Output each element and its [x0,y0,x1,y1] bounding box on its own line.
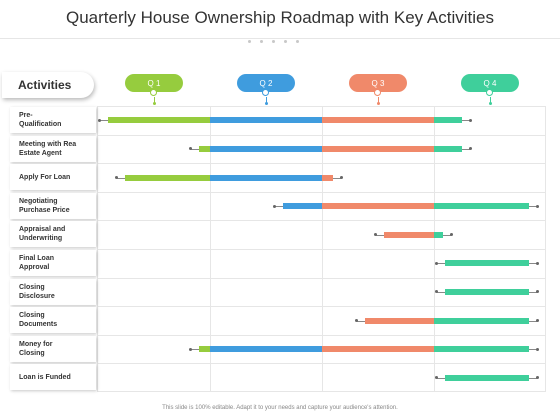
quarter-pill-2: Q 2 [237,74,295,92]
bar-start-connector [375,234,384,236]
activity-bar-segment-q1 [198,145,210,152]
activity-bar-segment-q3 [322,203,434,210]
bar-end-connector [529,291,538,293]
bar-end-dot [340,176,344,179]
bar-end-dot [536,319,540,322]
activity-label: Negotiating Purchase Price [10,192,96,219]
bar-start-dot [354,319,358,322]
activity-bar-segment-q4 [434,317,530,324]
row-divider [97,277,546,279]
activity-label: Pre- Qualification [10,107,96,133]
bar-start-dot [188,147,192,151]
activity-bar-segment-q4 [434,145,462,152]
bar-end-connector [529,320,538,322]
activity-bar-segment-q2 [210,346,322,353]
bar-end-connector [529,206,538,208]
bar-end-connector [462,120,470,122]
bar-end-connector [462,148,470,150]
bar-end-dot [536,376,540,380]
bar-start-dot [373,233,377,237]
bar-end-connector [529,349,538,351]
activity-bar-segment-q3 [383,231,434,238]
activity-bar-segment-q1 [108,117,210,124]
title-divider [0,38,560,39]
bar-start-connector [437,377,446,379]
quarter-pill-1: Q 1 [125,74,183,92]
row-divider [97,163,546,165]
page-title: Quarterly House Ownership Roadmap with K… [65,8,494,27]
row-divider [97,134,546,136]
activity-bar-segment-q2 [210,174,322,181]
bar-start-connector [356,320,365,322]
activity-bar-segment-q1 [198,346,210,353]
bar-start-dot [272,204,276,208]
bar-start-dot [435,261,439,265]
bar-start-dot [115,176,119,179]
bar-end-dot [536,290,540,294]
bar-end-connector [333,177,342,179]
row-divider [97,220,546,222]
activity-bar-segment-q4 [434,231,443,238]
bar-end-connector [529,377,538,379]
activity-bar-segment-q2 [282,203,322,210]
activity-bar-segment-q3 [322,145,434,152]
footer-note: This slide is 100% editable. Adapt it to… [162,405,398,411]
bar-start-connector [437,291,446,293]
decorative-dots [248,40,312,46]
activity-bar-segment-q3 [322,117,434,124]
bar-start-dot [188,347,192,351]
activity-bar-segment-q4 [445,374,530,381]
activity-label: Meeting with Rea Estate Agent [10,135,96,162]
activity-bar-segment-q3 [364,317,434,324]
bar-end-dot [536,261,540,265]
row-divider [97,306,546,308]
row-divider [97,363,546,365]
activity-bar-segment-q3 [322,346,434,353]
bar-start-dot [435,376,439,380]
bar-start-connector [100,120,109,122]
bar-start-connector [274,206,283,208]
bar-end-dot [536,347,540,351]
quarter-pill-3: Q 3 [349,74,407,92]
bar-end-connector [529,263,538,265]
activity-label: Loan is Funded [10,364,96,391]
bar-start-dot [98,118,102,122]
activity-label: Closing Disclosure [10,278,96,305]
bar-start-connector [190,349,199,351]
bar-start-connector [190,148,199,150]
bar-end-dot [469,147,472,151]
activity-label: Closing Documents [10,307,96,334]
row-divider [97,334,546,336]
activity-label: Apply For Loan [10,164,96,191]
bar-end-dot [536,204,540,208]
activity-bar-segment-q3 [322,174,334,181]
quarter-pill-4: Q 4 [461,74,519,92]
activities-header: Activities [2,72,94,98]
bar-end-dot [469,118,472,122]
activity-bar-segment-q2 [210,145,322,152]
activity-bar-segment-q1 [125,174,210,181]
row-divider [97,191,546,193]
bar-start-connector [117,177,126,179]
row-divider [97,249,546,250]
activity-bar-segment-q4 [434,346,530,353]
activity-bar-segment-q2 [210,117,322,124]
activity-label: Money for Closing [10,335,96,362]
bar-end-dot [449,233,453,237]
activity-label: Final Loan Approval [10,250,96,276]
bar-end-connector [442,234,451,236]
activity-label: Appraisal and Underwriting [10,221,96,248]
bar-start-dot [435,290,439,294]
bar-start-connector [437,263,446,265]
activity-bar-segment-q4 [445,288,530,295]
activity-bar-segment-q4 [434,117,462,124]
activity-bar-segment-q4 [445,260,530,267]
activity-bar-segment-q4 [434,203,530,210]
